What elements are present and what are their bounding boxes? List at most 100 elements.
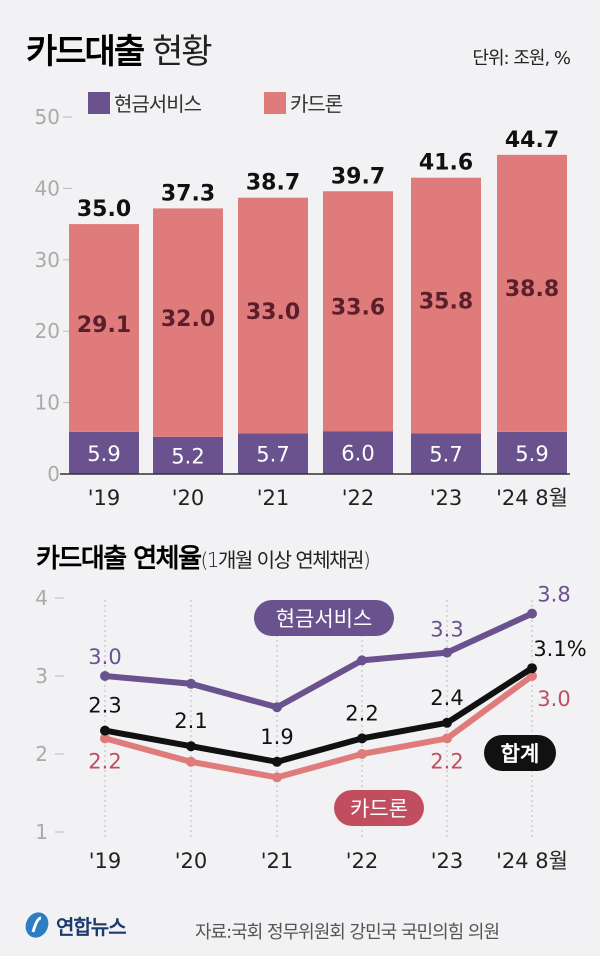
point-cash-service	[100, 671, 110, 681]
x-tick-label: '24 8월	[496, 849, 568, 873]
point-cash-service	[272, 702, 282, 713]
point-cash-service	[442, 647, 452, 658]
y-tick-label: 4	[35, 586, 48, 610]
x-tick-label: '22	[342, 486, 375, 510]
legend-swatch	[264, 91, 286, 114]
bar-cash-service	[323, 431, 393, 474]
x-tick-label: '19	[89, 849, 122, 873]
x-tick-label: '20	[175, 849, 208, 873]
source-text: 자료:국회 정무위원회 강민국 국민의힘 의원	[195, 922, 500, 943]
point-total	[272, 756, 282, 767]
legend-card-loan: 카드론	[264, 88, 343, 117]
point-total	[357, 733, 367, 744]
title-bold: 카드대출 연체율	[36, 544, 202, 574]
data-label-total: 3.1%	[533, 637, 586, 661]
callout-label-card-loan: 카드론	[350, 797, 408, 821]
title-light: 현황	[151, 32, 213, 72]
y-tick-label: 50	[35, 105, 60, 129]
y-tick-label: 10	[35, 391, 60, 415]
point-card-loan	[527, 671, 537, 681]
bar-total-label: 41.6	[419, 151, 473, 176]
y-tick-label: 2	[35, 742, 48, 766]
point-cash-service	[186, 678, 196, 689]
bar-cash-service	[497, 431, 567, 474]
x-tick-label: '24 8월	[496, 486, 568, 510]
bar-total-label: 35.0	[77, 197, 131, 222]
point-total	[527, 663, 537, 674]
bar-label-card-loan: 32.0	[161, 307, 215, 332]
x-tick-label: '21	[261, 849, 294, 873]
chart-title: 카드대출 현황	[26, 24, 213, 73]
bar-label-cash-service: 5.7	[256, 443, 289, 467]
data-label-card-loan: 2.2	[88, 749, 121, 773]
point-cash-service	[527, 608, 537, 619]
point-total	[442, 717, 452, 728]
callout-card-loan	[334, 790, 424, 826]
bar-label-cash-service: 5.9	[87, 442, 120, 466]
bar-card-loan	[153, 208, 223, 437]
title-note: (1개월 이상 연체채권)	[200, 548, 371, 572]
bar-cash-service	[69, 431, 139, 474]
callout-label-cash-service: 현금서비스	[276, 607, 373, 631]
title-bold: 카드대출	[26, 32, 145, 72]
y-tick-label: 0	[47, 462, 60, 486]
data-label-total: 2.4	[430, 686, 463, 710]
data-label-total: 2.2	[345, 701, 378, 725]
legend-swatch	[88, 91, 110, 114]
legend-label: 현금서비스	[114, 92, 202, 116]
line-total	[104, 665, 534, 765]
logo: 연합뉴스	[22, 910, 127, 940]
data-label-total: 2.3	[88, 694, 121, 718]
y-tick-label: 40	[35, 176, 60, 200]
bar-total-label: 39.7	[331, 164, 385, 189]
x-tick-label: '23	[430, 486, 463, 510]
point-card-loan	[186, 756, 196, 767]
bar-cash-service	[411, 433, 481, 474]
x-tick-label: '21	[257, 486, 290, 510]
bar-cash-service	[238, 433, 308, 474]
legend-cash-service: 현금서비스	[88, 88, 202, 117]
bar-label-card-loan: 35.8	[419, 289, 473, 314]
bar-total-label: 44.7	[505, 128, 559, 153]
bar-card-loan	[411, 177, 481, 434]
y-tick-label: 1	[35, 820, 48, 844]
legend-label: 카드론	[290, 92, 343, 116]
point-total	[186, 741, 196, 752]
data-label-card-loan: 3.0	[537, 687, 570, 711]
bar-label-cash-service: 5.2	[171, 444, 204, 468]
callout-total	[484, 735, 556, 771]
bar-card-loan	[238, 197, 308, 434]
point-card-loan	[357, 749, 367, 759]
x-tick-label: '23	[431, 849, 464, 873]
x-tick-label: '20	[172, 486, 205, 510]
x-tick-label: '22	[346, 849, 379, 873]
callout-label-total: 합계	[501, 742, 540, 766]
point-card-loan	[442, 733, 452, 744]
logo-text: 연합뉴스	[56, 914, 127, 939]
bar-label-cash-service: 5.7	[429, 443, 462, 467]
bar-label-card-loan: 38.8	[505, 277, 559, 302]
bar-card-loan	[69, 224, 139, 432]
data-label-cash-service: 3.8	[537, 583, 570, 607]
line-chart-title: 카드대출 연체율(1개월 이상 연체채권)	[36, 538, 371, 575]
y-tick-label: 3	[35, 664, 48, 688]
unit-label: 단위: 조원, %	[472, 48, 571, 69]
globe-logo-icon	[25, 912, 49, 938]
point-card-loan	[100, 733, 110, 744]
data-label-cash-service: 3.3	[430, 618, 463, 642]
bar-card-loan	[323, 191, 393, 432]
bar-label-card-loan: 33.6	[331, 295, 385, 320]
bar-cash-service	[153, 436, 223, 474]
bar-label-cash-service: 5.9	[515, 442, 548, 466]
line-cash-service	[104, 610, 534, 711]
point-cash-service	[357, 655, 367, 666]
point-card-loan	[272, 772, 282, 783]
x-tick-label: '19	[88, 486, 121, 510]
line-card-loan	[104, 673, 534, 781]
data-label-cash-service: 3.0	[88, 645, 121, 669]
data-label-total: 1.9	[260, 725, 293, 749]
bar-label-card-loan: 33.0	[246, 300, 300, 325]
callout-cash-service	[254, 600, 394, 636]
bar-card-loan	[497, 154, 567, 432]
